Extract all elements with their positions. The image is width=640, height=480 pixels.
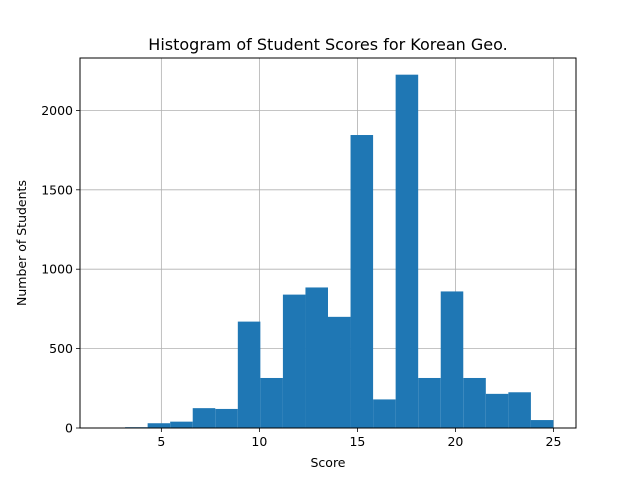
y-tick-label: 0 [65, 421, 73, 436]
histogram-bar [463, 377, 486, 428]
y-tick-label: 500 [49, 341, 73, 356]
histogram-bar [147, 423, 171, 428]
y-axis-label: Number of Students [14, 180, 29, 306]
x-tick-label: 15 [349, 434, 365, 449]
x-tick-label: 10 [251, 434, 267, 449]
x-tick-label: 5 [157, 434, 165, 449]
x-axis-label: Score [310, 455, 345, 470]
histogram-bar [282, 294, 306, 428]
axis-ticks: 5 10 15 20 25 0 500 1000 1500 2000 [41, 103, 561, 449]
histogram-bar [508, 392, 531, 428]
y-tick-label: 1000 [41, 262, 73, 277]
histogram-bar [485, 393, 509, 428]
histogram-bar [350, 135, 374, 429]
y-tick-label: 1500 [41, 182, 73, 197]
histogram-bar [192, 408, 216, 428]
histogram-bar [395, 74, 419, 428]
x-tick-label: 20 [447, 434, 463, 449]
histogram-bar [260, 377, 283, 428]
y-tick-label: 2000 [41, 103, 73, 118]
histogram-bar [170, 421, 193, 428]
histogram-bars [102, 74, 554, 429]
histogram-bar [237, 321, 261, 428]
histogram-bar [373, 399, 396, 428]
histogram-bar [328, 316, 351, 428]
x-tick-label: 25 [546, 434, 562, 449]
histogram-bar [440, 291, 464, 428]
histogram-bar [418, 377, 441, 428]
histogram-bar [215, 408, 238, 428]
plot-frame [79, 57, 577, 429]
histogram-bar [305, 287, 328, 428]
chart-title: Histogram of Student Scores for Korean G… [148, 35, 507, 54]
histogram-bar [530, 420, 554, 428]
